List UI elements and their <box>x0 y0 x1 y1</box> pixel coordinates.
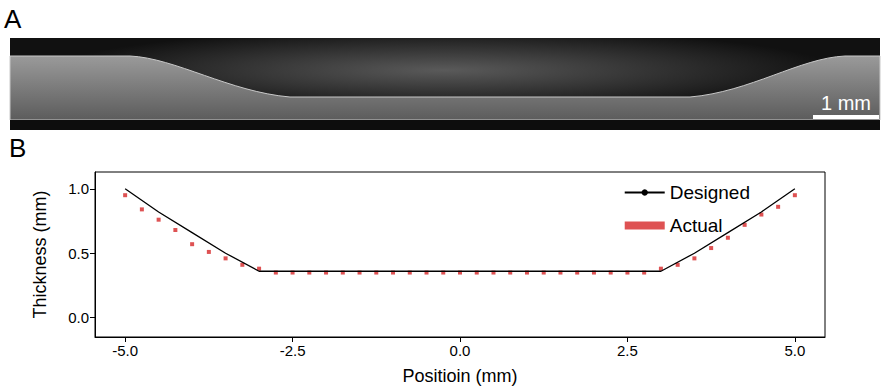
svg-text:0.5: 0.5 <box>68 245 89 262</box>
svg-text:Positioin (mm): Positioin (mm) <box>402 366 517 386</box>
svg-text:5.0: 5.0 <box>784 342 805 359</box>
svg-text:Actual: Actual <box>670 215 723 236</box>
svg-text:1.0: 1.0 <box>68 180 89 197</box>
svg-text:-2.5: -2.5 <box>280 342 306 359</box>
svg-text:1 mm: 1 mm <box>821 92 871 114</box>
svg-text:-5.0: -5.0 <box>112 342 138 359</box>
svg-text:A: A <box>4 4 22 34</box>
svg-text:Thickness (mm): Thickness (mm) <box>30 190 50 318</box>
svg-text:2.5: 2.5 <box>617 342 638 359</box>
svg-text:0.0: 0.0 <box>450 342 471 359</box>
svg-text:0.0: 0.0 <box>68 309 89 326</box>
svg-text:B: B <box>9 133 26 163</box>
svg-text:Designed: Designed <box>670 182 750 203</box>
